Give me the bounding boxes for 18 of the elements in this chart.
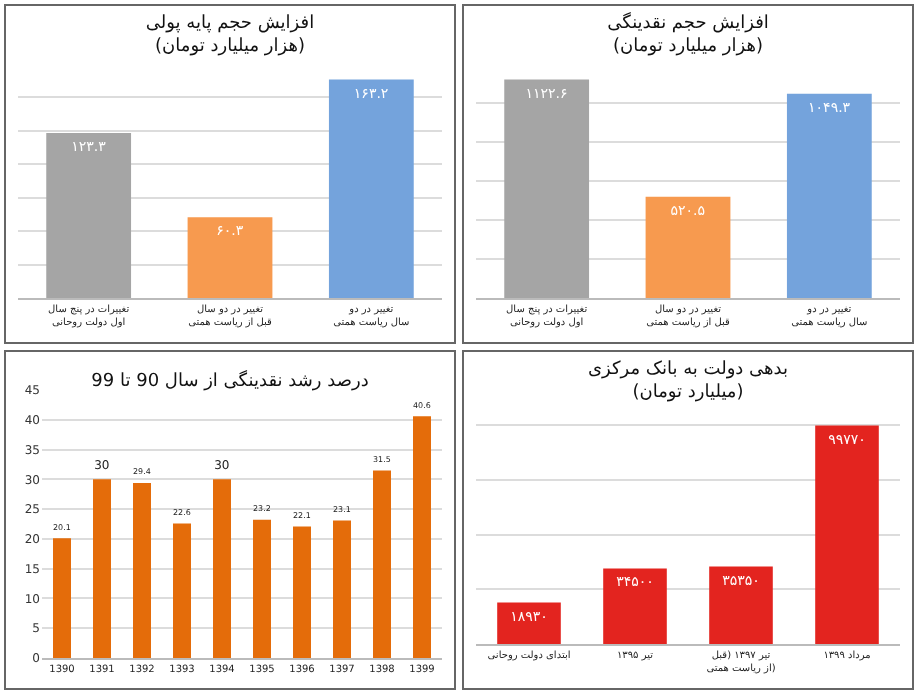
bar	[173, 523, 191, 658]
bar	[413, 416, 431, 658]
bar	[709, 566, 773, 644]
bar	[93, 479, 111, 658]
bar	[815, 425, 879, 644]
chart-title: بدهی دولت به بانک مرکزی (میلیارد تومان)	[587, 359, 789, 403]
bar	[213, 479, 231, 658]
bar	[373, 470, 391, 658]
chart-title: درصد رشد نقدینگی از سال 90 تا 99	[91, 368, 369, 393]
chart-title: افزایش حجم نقدینگی (هزار میلیارد تومان)	[607, 9, 769, 57]
bar	[253, 519, 271, 658]
bar	[133, 482, 151, 658]
bar	[293, 526, 311, 658]
bar	[497, 602, 561, 644]
bar	[603, 568, 667, 644]
bar	[53, 538, 71, 658]
bar	[333, 520, 351, 658]
chart-title: افزایش حجم پایه پولی (هزار میلیارد تومان)	[145, 13, 315, 57]
